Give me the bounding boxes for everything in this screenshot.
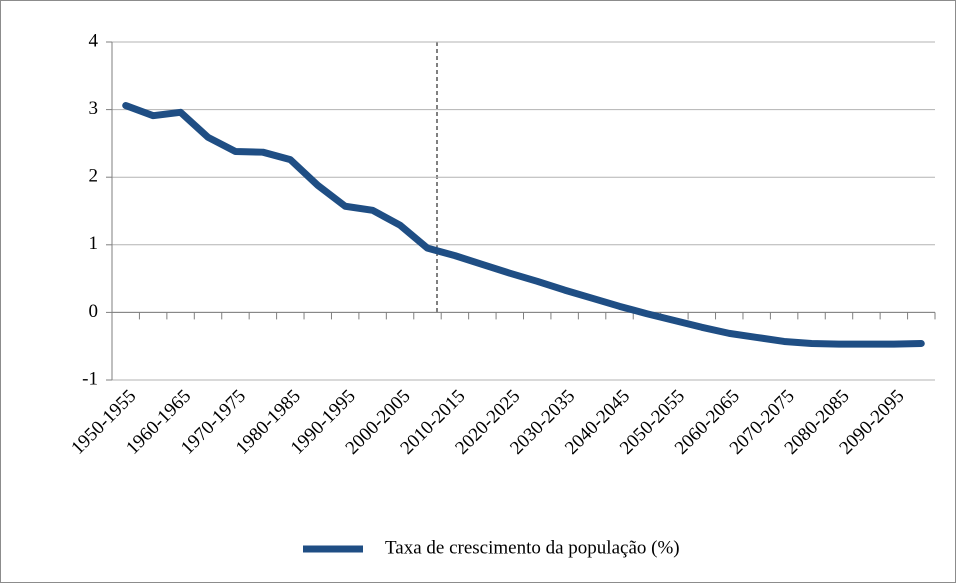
- data-line: [122, 102, 925, 348]
- y-tick-label: 1: [89, 233, 99, 254]
- y-tick-label: 2: [89, 166, 99, 187]
- y-tick-label: 4: [89, 30, 99, 51]
- legend-label: Taxa de crescimento da população (%): [385, 537, 680, 558]
- y-tick-label: 0: [89, 301, 99, 322]
- y-tick-label: -1: [82, 368, 98, 389]
- y-tick-label: 3: [89, 98, 99, 119]
